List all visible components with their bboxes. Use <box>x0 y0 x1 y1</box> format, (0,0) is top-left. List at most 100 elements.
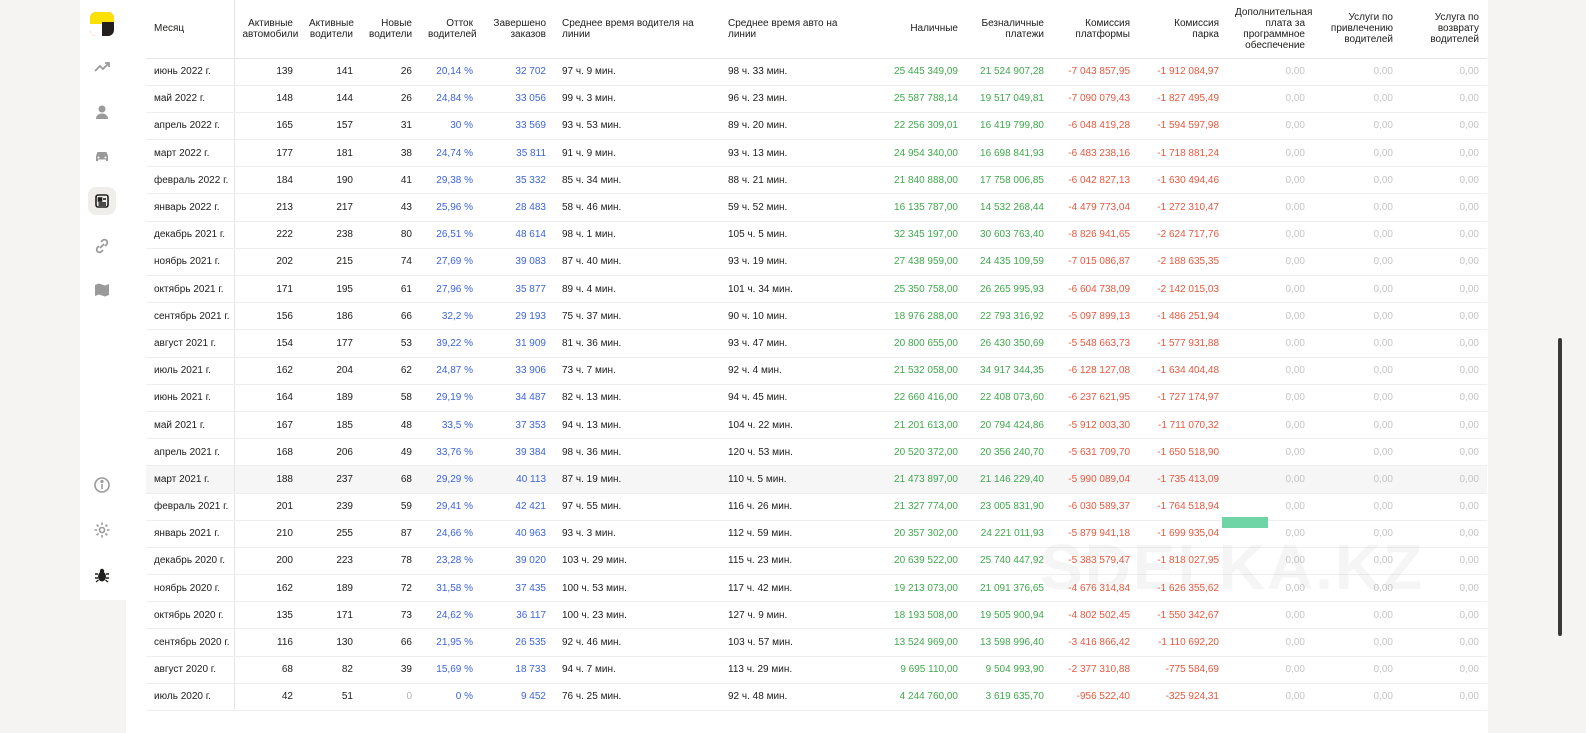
table-cell: 32,2 % <box>420 302 481 331</box>
table-cell: -2 624 717,76 <box>1138 221 1227 249</box>
table-row[interactable]: декабрь 2020 г. 200 223 78 23,28 % 39 020 103 … <box>146 547 1487 576</box>
nav-integrations-icon[interactable] <box>88 232 116 260</box>
table-cell: -5 990 089,04 <box>1052 465 1138 494</box>
table-cell: 100 ч. 53 мин. <box>554 574 720 603</box>
column-header[interactable]: Активные водители <box>301 0 361 59</box>
table-row[interactable]: май 2022 г. 148 144 26 24,84 % 33 056 99 ч. 3 … <box>146 85 1487 113</box>
table-row[interactable]: июль 2021 г. 162 204 62 24,87 % 33 906 73 ч. 7… <box>146 357 1487 385</box>
column-header[interactable]: Комиссия платформы <box>1052 0 1138 59</box>
column-header[interactable]: Наличные <box>872 0 966 59</box>
table-row[interactable]: июнь 2022 г. 139 141 26 20,14 % 32 702 97 ч. 9… <box>146 58 1487 86</box>
table-cell: 26 265 995,93 <box>966 275 1052 304</box>
table-cell: ноябрь 2021 г. <box>146 248 235 277</box>
table-row[interactable]: январь 2022 г. 213 217 43 25,96 % 28 483 58 ч.… <box>146 193 1487 222</box>
table-cell: 26,51 % <box>420 221 481 249</box>
table-row[interactable]: февраль 2021 г. 201 239 59 29,41 % 42 421 97 ч… <box>146 493 1487 521</box>
table-cell: 0,00 <box>1313 248 1401 277</box>
info-icon[interactable] <box>88 471 116 499</box>
table-cell: 21 532 058,00 <box>872 357 966 385</box>
table-cell: 0,00 <box>1313 302 1401 331</box>
table-cell: 30 % <box>420 112 481 141</box>
column-header[interactable]: Комиссия парка <box>1138 0 1227 59</box>
column-header[interactable]: Завершено заказов <box>481 0 554 59</box>
table-row[interactable]: ноябрь 2020 г. 162 189 72 31,58 % 37 435 100 ч… <box>146 574 1487 603</box>
table-row[interactable]: август 2020 г. 68 82 39 15,69 % 18 733 94 ч. 7… <box>146 656 1487 684</box>
table-cell: 202 <box>234 248 301 277</box>
table-row[interactable]: март 2022 г. 177 181 38 24,74 % 35 811 91 ч. 9… <box>146 139 1487 168</box>
table-row[interactable]: ноябрь 2021 г. 202 215 74 27,69 % 39 083 87 ч.… <box>146 248 1487 277</box>
table-cell: 24,84 % <box>420 85 481 113</box>
table-row[interactable]: сентябрь 2021 г. 156 186 66 32,2 % 29 193 75 ч… <box>146 302 1487 331</box>
nav-map-icon[interactable] <box>88 276 116 304</box>
table-cell: 98 ч. 33 мин. <box>720 58 872 86</box>
table-cell: 21 146 229,40 <box>966 465 1052 494</box>
column-header[interactable]: Безналичные платежи <box>966 0 1052 59</box>
table-row[interactable]: май 2021 г. 167 185 48 33,5 % 37 353 94 ч. 13 … <box>146 411 1487 440</box>
table-cell: -7 015 086,87 <box>1052 248 1138 277</box>
settings-gear-icon[interactable] <box>88 516 116 544</box>
column-header[interactable]: Услуги по привлечению водителей <box>1313 0 1401 59</box>
nav-drivers-icon[interactable] <box>88 98 116 126</box>
nav-cars-icon[interactable] <box>88 142 116 170</box>
column-header[interactable]: Активные автомобили <box>234 0 301 59</box>
table-row[interactable]: октябрь 2021 г. 171 195 61 27,96 % 35 877 89 ч… <box>146 275 1487 304</box>
column-header[interactable]: Среднее время авто на линии <box>720 0 872 59</box>
table-cell: 96 ч. 23 мин. <box>720 85 872 113</box>
column-header[interactable]: Услуга по возврату водителей <box>1401 0 1487 59</box>
column-header[interactable]: Среднее время водителя на линии <box>554 0 720 59</box>
table-row[interactable]: сентябрь 2020 г. 116 130 66 21,95 % 26 535 92 … <box>146 628 1487 657</box>
table-cell: 89 ч. 20 мин. <box>720 112 872 141</box>
table-cell: 201 <box>234 493 301 521</box>
table-cell: -1 735 413,09 <box>1138 465 1227 494</box>
table-cell: 34 917 344,35 <box>966 357 1052 385</box>
table-cell: 104 ч. 22 мин. <box>720 411 872 440</box>
column-header[interactable]: Отток водителей <box>420 0 481 59</box>
table-cell: 35 811 <box>481 139 554 168</box>
table-cell: 15,69 % <box>420 656 481 684</box>
table-cell: 13 524 969,00 <box>872 628 966 657</box>
table-cell: 66 <box>361 628 420 657</box>
table-cell: 51 <box>301 683 361 712</box>
table-cell: 24,62 % <box>420 601 481 630</box>
vertical-scrollbar[interactable] <box>1558 338 1562 636</box>
table-row[interactable]: февраль 2022 г. 184 190 41 29,38 % 35 332 85 ч… <box>146 166 1487 195</box>
table-cell: 29,38 % <box>420 166 481 195</box>
table-cell: 0,00 <box>1227 683 1313 712</box>
table-row[interactable]: август 2021 г. 154 177 53 39,22 % 31 909 81 ч.… <box>146 329 1487 358</box>
nav-analytics-icon[interactable] <box>88 53 116 81</box>
table-cell: 16 419 799,80 <box>966 112 1052 141</box>
table-cell: -1 727 174,97 <box>1138 384 1227 412</box>
table-cell: 25 740 447,92 <box>966 547 1052 576</box>
table-row[interactable]: апрель 2021 г. 168 206 49 33,76 % 39 384 98 ч.… <box>146 438 1487 467</box>
table-cell: 32 702 <box>481 58 554 86</box>
table-cell: 39 384 <box>481 438 554 467</box>
column-header[interactable]: Новые водители <box>361 0 420 59</box>
table-row[interactable]: январь 2021 г. 210 255 87 24,66 % 40 963 93 ч.… <box>146 520 1487 548</box>
table-cell: -5 912 003,30 <box>1052 411 1138 440</box>
table-cell: 0,00 <box>1227 656 1313 684</box>
bug-report-icon[interactable] <box>88 561 116 589</box>
table-cell: 200 <box>234 547 301 576</box>
table-row[interactable]: июнь 2021 г. 164 189 58 29,19 % 34 487 82 ч. 1… <box>146 384 1487 412</box>
table-cell: 168 <box>234 438 301 467</box>
table-cell: -5 548 663,73 <box>1052 329 1138 358</box>
nav-reports-icon[interactable] <box>88 187 116 215</box>
table-cell: 101 ч. 34 мин. <box>720 275 872 304</box>
column-header[interactable]: Месяц <box>146 0 235 59</box>
table-cell: 22 256 309,01 <box>872 112 966 141</box>
table-row[interactable]: март 2021 г. 188 237 68 29,29 % 40 113 87 ч. 1… <box>146 465 1487 494</box>
column-header[interactable]: Дополнительная плата за программное обес… <box>1227 0 1313 59</box>
table-cell: апрель 2022 г. <box>146 112 235 141</box>
table-row[interactable]: апрель 2022 г. 165 157 31 30 % 33 569 93 ч. 53… <box>146 112 1487 141</box>
table-cell: 82 <box>301 656 361 684</box>
table-cell: 31,58 % <box>420 574 481 603</box>
table-row[interactable]: октябрь 2020 г. 135 171 73 24,62 % 36 117 100 … <box>146 601 1487 630</box>
logo-icon[interactable] <box>90 12 114 36</box>
table-cell: 68 <box>234 656 301 684</box>
table-cell: 0,00 <box>1227 601 1313 630</box>
table-row[interactable]: декабрь 2021 г. 222 238 80 26,51 % 48 614 98 ч… <box>146 221 1487 249</box>
table-cell: май 2021 г. <box>146 411 235 440</box>
table-row[interactable]: июль 2020 г. 42 51 0 0 % 9 452 76 ч. 25 мин. 92… <box>146 683 1487 712</box>
table-cell: 0,00 <box>1313 85 1401 113</box>
table-cell: -1 699 935,04 <box>1138 520 1227 548</box>
